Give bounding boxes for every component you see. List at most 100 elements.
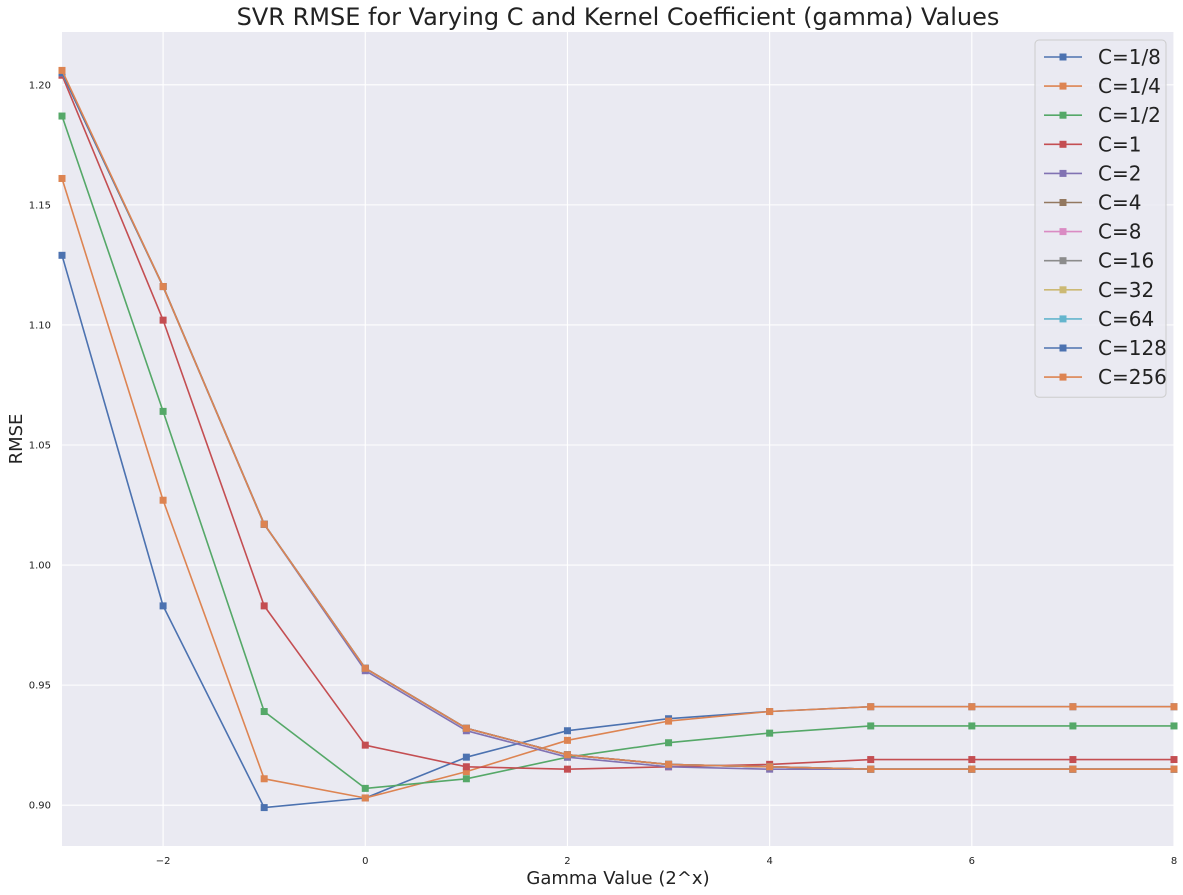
- legend-label: C=16: [1098, 249, 1154, 273]
- data-point-marker: [1069, 722, 1077, 730]
- legend-item: C=1/2: [1044, 103, 1161, 127]
- x-tick-label: −2: [156, 856, 171, 867]
- series-line: [61, 115, 1174, 790]
- series-line: [61, 74, 1174, 771]
- data-point-marker: [766, 729, 774, 737]
- legend-label: C=256: [1098, 365, 1167, 389]
- legend-item: C=256: [1044, 365, 1167, 389]
- data-point-marker: [260, 775, 268, 783]
- y-tick-label: 1.10: [29, 320, 51, 331]
- data-point-marker: [361, 741, 369, 749]
- legend-label: C=1/8: [1098, 45, 1161, 69]
- chart-title: SVR RMSE for Varying C and Kernel Coeffi…: [237, 3, 1000, 31]
- legend-item: C=64: [1044, 307, 1154, 331]
- x-tick-label: 0: [362, 856, 368, 867]
- legend-label: C=4: [1098, 191, 1141, 215]
- data-point-marker: [563, 765, 571, 773]
- legend-item: C=2: [1044, 161, 1141, 185]
- legend-swatch-marker: [1059, 257, 1067, 265]
- data-point-marker: [58, 66, 66, 74]
- data-point-marker: [260, 804, 268, 812]
- y-tick-label: 1.15: [29, 200, 51, 211]
- y-tick-label: 0.95: [29, 681, 51, 692]
- x-tick-label: 8: [1171, 856, 1177, 867]
- data-point-marker: [968, 756, 976, 764]
- data-point-marker: [462, 775, 470, 783]
- legend-swatch-marker: [1059, 169, 1067, 177]
- legend-label: C=8: [1098, 220, 1141, 244]
- legend-item: C=8: [1044, 220, 1141, 244]
- data-point-marker: [462, 724, 470, 732]
- series-lines: [58, 66, 1178, 812]
- legend-label: C=32: [1098, 278, 1154, 302]
- legend-swatch-marker: [1059, 286, 1067, 294]
- data-point-marker: [260, 520, 268, 528]
- data-point-marker: [867, 756, 875, 764]
- data-point-marker: [159, 283, 167, 291]
- legend-item: C=16: [1044, 249, 1154, 273]
- legend-label: C=1/2: [1098, 103, 1161, 127]
- legend-swatch-marker: [1059, 53, 1067, 61]
- y-tick-label: 1.05: [29, 441, 51, 452]
- legend-item: C=32: [1044, 278, 1154, 302]
- legend: C=1/8 C=1/4 C=1/2 C=1 C=2 C=4 C=8 C=16 C=32 C=64 C…: [1034, 39, 1167, 398]
- legend-swatch-marker: [1059, 315, 1067, 323]
- data-point-marker: [1069, 756, 1077, 764]
- plot-area: [62, 32, 1174, 846]
- data-point-marker: [665, 739, 673, 747]
- y-axis-label: RMSE: [6, 414, 27, 465]
- data-point-marker: [968, 765, 976, 773]
- data-point-marker: [361, 784, 369, 792]
- data-point-marker: [1170, 703, 1178, 711]
- legend-item: C=4: [1044, 191, 1141, 215]
- data-point-marker: [766, 708, 774, 716]
- data-point-marker: [462, 763, 470, 771]
- y-tick-label: 1.00: [29, 561, 51, 572]
- series-line: [61, 70, 1174, 771]
- x-axis-label: Gamma Value (2^x): [526, 868, 709, 889]
- series-12: [58, 66, 1178, 773]
- x-tick-label: 6: [969, 856, 975, 867]
- data-point-marker: [766, 763, 774, 771]
- data-point-marker: [1170, 722, 1178, 730]
- data-point-marker: [260, 602, 268, 610]
- data-point-marker: [1170, 765, 1178, 773]
- data-point-marker: [563, 736, 571, 744]
- data-point-marker: [968, 703, 976, 711]
- legend-item: C=128: [1044, 336, 1167, 360]
- data-point-marker: [1170, 756, 1178, 764]
- data-point-marker: [462, 768, 470, 776]
- data-point-marker: [58, 251, 66, 259]
- legend-swatch-marker: [1059, 199, 1067, 206]
- data-point-marker: [665, 760, 673, 768]
- data-point-marker: [58, 174, 66, 182]
- legend-label: C=128: [1098, 336, 1167, 360]
- legend-swatch-marker: [1059, 344, 1067, 352]
- data-point-marker: [968, 722, 976, 730]
- data-point-marker: [1069, 765, 1077, 773]
- data-point-marker: [1069, 703, 1077, 711]
- legend-item: C=1/4: [1044, 74, 1161, 98]
- legend-label: C=64: [1098, 307, 1154, 331]
- data-point-marker: [58, 112, 66, 120]
- x-tick-label: 2: [564, 856, 570, 867]
- legend-swatch-marker: [1059, 373, 1067, 381]
- legend-swatch-marker: [1059, 228, 1067, 236]
- data-point-marker: [563, 751, 571, 759]
- data-point-marker: [867, 765, 875, 773]
- data-point-marker: [159, 407, 167, 415]
- data-point-marker: [361, 664, 369, 672]
- legend-swatch-marker: [1059, 82, 1067, 90]
- grid: [62, 32, 1175, 846]
- legend-item: C=1/8: [1044, 45, 1161, 69]
- data-point-marker: [260, 708, 268, 716]
- series-2: [58, 174, 1178, 802]
- tick-labels: −2 0 2 4 6 8 0.90 0.95 1.00 1.05 1.10 1.15 1.20: [29, 80, 1177, 867]
- data-point-marker: [159, 496, 167, 504]
- data-point-marker: [159, 316, 167, 324]
- legend-label: C=1/4: [1098, 74, 1161, 98]
- legend-box: [1034, 39, 1167, 398]
- x-tick-label: 4: [766, 856, 772, 867]
- series-line: [61, 178, 1174, 799]
